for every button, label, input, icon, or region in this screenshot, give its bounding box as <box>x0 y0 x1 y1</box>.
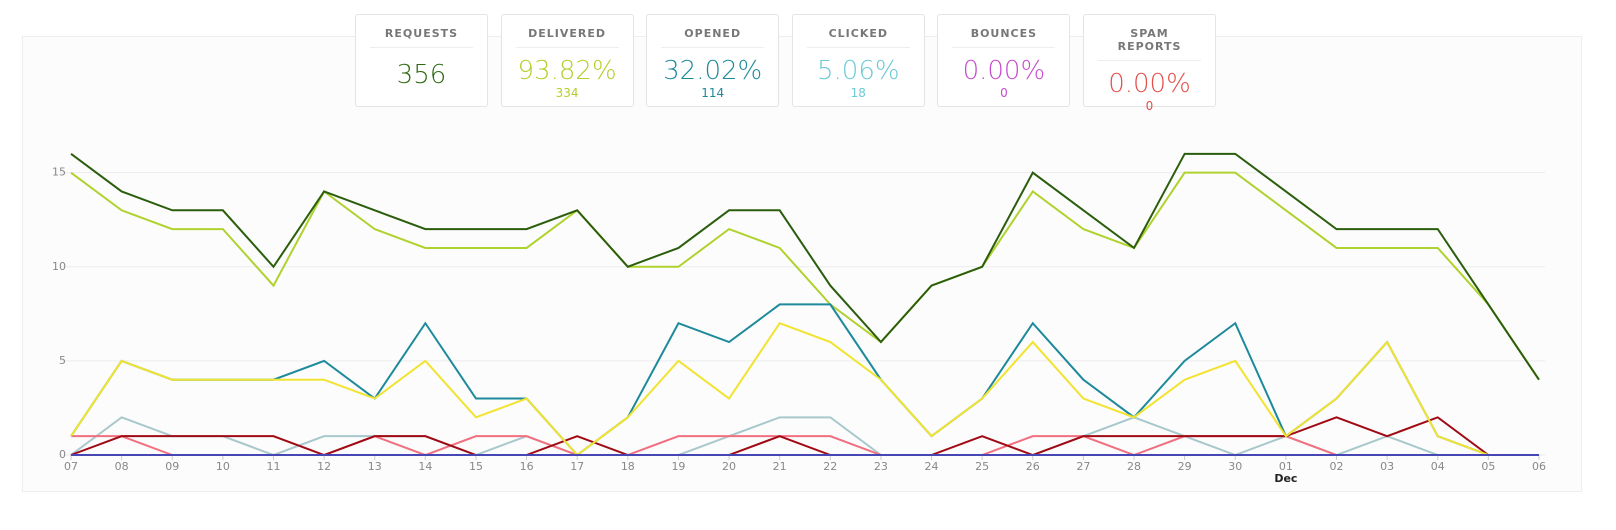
card-title: SPAM REPORTS <box>1098 27 1201 61</box>
y-tick-label: 5 <box>59 354 66 367</box>
card-title: REQUESTS <box>370 27 473 48</box>
x-tick-label: 06 <box>1532 460 1546 473</box>
card-value: 0.00% <box>1108 69 1191 99</box>
x-tick-label: 23 <box>874 460 888 473</box>
x-tick-label: 09 <box>165 460 179 473</box>
series-line <box>70 152 1540 381</box>
card-value: 32.02% <box>663 56 763 86</box>
x-tick-label: 25 <box>975 460 989 473</box>
card-sub: 114 <box>701 86 725 100</box>
card-value: 5.06% <box>816 56 900 86</box>
x-tick-label: 17 <box>570 460 584 473</box>
stat-card: REQUESTS 356 <box>355 14 488 107</box>
stat-card: OPENED 32.02% 114 <box>646 14 780 107</box>
x-tick-label: 18 <box>621 460 635 473</box>
x-tick-label: 24 <box>925 460 939 473</box>
y-tick-label: 15 <box>52 166 66 179</box>
x-tick-label: 08 <box>115 460 129 473</box>
card-value: 356 <box>396 60 447 90</box>
x-tick-label: 05 <box>1481 460 1495 473</box>
chart-panel <box>22 36 1582 492</box>
x-tick-label: 12 <box>317 460 331 473</box>
x-tick-label: 15 <box>469 460 483 473</box>
x-tick-label: 16 <box>520 460 534 473</box>
card-sub: 18 <box>850 86 866 100</box>
x-tick-label: 07 <box>64 460 78 473</box>
x-tick-label: 28 <box>1127 460 1141 473</box>
x-tick-label: 11 <box>266 460 280 473</box>
x-tick-label: 27 <box>1076 460 1090 473</box>
x-tick-label: 13 <box>368 460 382 473</box>
x-tick-label: 26 <box>1026 460 1040 473</box>
card-sub: 334 <box>555 86 579 100</box>
x-tick-label: 19 <box>671 460 685 473</box>
month-label: Dec <box>1274 472 1297 485</box>
x-tick-label: 20 <box>722 460 736 473</box>
series-line <box>70 416 1539 457</box>
x-tick-label: 03 <box>1380 460 1394 473</box>
stat-card: CLICKED 5.06% 18 <box>791 14 925 107</box>
x-tick-label: 14 <box>418 460 432 473</box>
card-value: 93.82% <box>517 56 617 86</box>
x-tick-label: 21 <box>773 460 787 473</box>
stat-card: BOUNCES 0.00% 0 <box>937 14 1071 107</box>
x-tick-label: 10 <box>216 460 230 473</box>
series-line <box>70 171 1540 381</box>
card-value: 0.00% <box>962 56 1046 86</box>
x-tick-label: 30 <box>1228 460 1242 473</box>
x-tick-label: 04 <box>1431 460 1445 473</box>
x-tick-label: 29 <box>1178 460 1192 473</box>
card-sub: 0 <box>1000 86 1008 100</box>
card-title: CLICKED <box>806 27 910 48</box>
x-tick-label: 01 <box>1279 460 1293 473</box>
card-title: OPENED <box>661 27 765 48</box>
stat-card: SPAM REPORTS 0.00% 0 <box>1083 14 1216 113</box>
card-sub: 0 <box>1145 99 1154 113</box>
x-tick-label: 02 <box>1330 460 1344 473</box>
y-tick-label: 0 <box>59 448 66 461</box>
y-tick-label: 10 <box>52 260 66 273</box>
card-title: DELIVERED <box>515 27 619 48</box>
x-tick-label: 22 <box>823 460 837 473</box>
series-line <box>70 322 1539 457</box>
stat-card: DELIVERED 93.82% 334 <box>500 14 634 107</box>
card-title: BOUNCES <box>952 27 1056 48</box>
